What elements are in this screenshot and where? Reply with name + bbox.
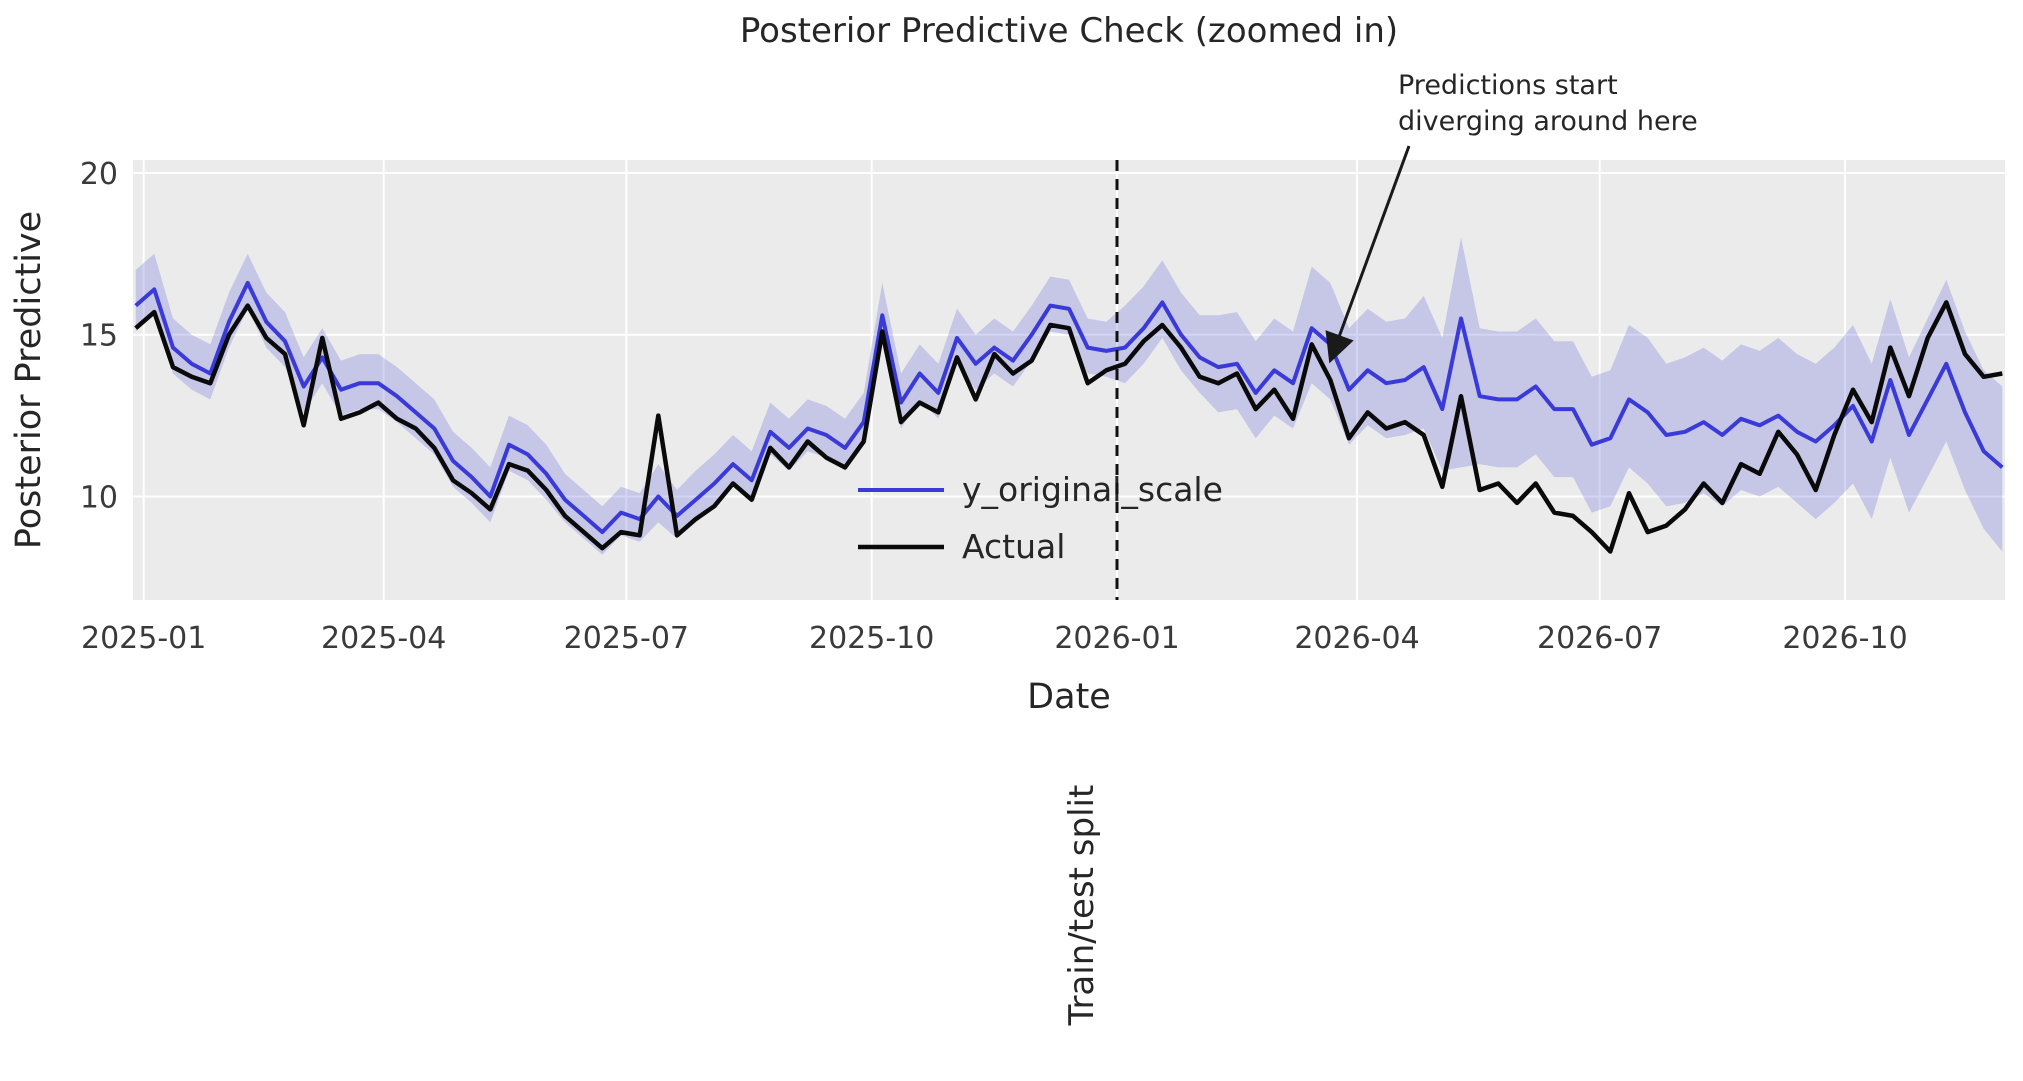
x-axis-tick-labels: 2025-01 2025-04 2025-07 2025-10 2026-01 2026-… [81,621,1908,656]
y-tick-label: 10 [80,480,118,515]
x-tick-label: 2026-04 [1294,621,1419,656]
plot-background [133,160,2005,600]
predicted-line [134,280,2004,535]
x-axis-label: Date [1027,677,1111,717]
y-tick-label: 20 [80,157,118,192]
x-tick-label: 2026-10 [1782,621,1907,656]
chart-title: Posterior Predictive Check (zoomed in) [740,11,1398,51]
uncertainty-band [135,237,2003,555]
legend: y_original_scale Actual [858,470,1223,566]
annotation-arrow [1325,145,1411,364]
y-axis-label: Posterior Predictive [9,211,49,549]
train-test-split-label: Train/test split [1062,785,1102,1027]
legend-label-predicted: y_original_scale [962,470,1223,509]
diverging-annotation: Predictions start diverging around here [1325,70,1698,364]
legend-label-actual: Actual [962,527,1065,566]
actual-line [134,300,2003,554]
x-tick-label: 2025-01 [81,621,206,656]
y-axis-tick-labels: 10 15 20 [80,157,118,516]
annotation-line-1: Predictions start [1398,70,1618,101]
y-tick-label: 15 [80,319,118,354]
x-tick-label: 2026-01 [1054,621,1179,656]
x-tick-label: 2025-10 [809,621,934,656]
annotation-line-2: diverging around here [1398,106,1698,137]
x-tick-label: 2025-07 [564,621,689,656]
x-tick-label: 2026-07 [1537,621,1662,656]
x-tick-label: 2025-04 [321,621,446,656]
